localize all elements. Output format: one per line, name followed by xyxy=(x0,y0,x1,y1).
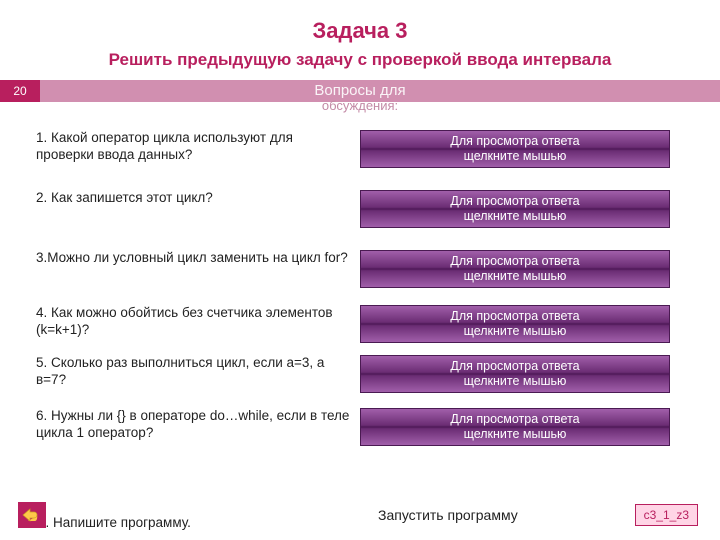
question-row-1: 1. Какой оператор цикла используют для п… xyxy=(0,130,720,168)
question-row-6: 6. Нужны ли {} в операторе do…while, есл… xyxy=(0,408,720,446)
answer-btn-line1: Для просмотра ответа xyxy=(450,134,579,149)
answer-btn-line1: Для просмотра ответа xyxy=(450,194,579,209)
reveal-answer-button-6[interactable]: Для просмотра ответащелкните мышью xyxy=(360,408,670,446)
code-link[interactable]: с3_1_z3 xyxy=(635,504,698,526)
answer-btn-line2: щелкните мышью xyxy=(464,269,567,284)
question-row-3: 3.Можно ли условный цикл заменить на цик… xyxy=(0,250,720,288)
question-row-2: 2. Как запишется этот цикл?Для просмотра… xyxy=(0,190,720,228)
reveal-answer-button-3[interactable]: Для просмотра ответащелкните мышью xyxy=(360,250,670,288)
question-row-4: 4. Как можно обойтись без счетчика элеме… xyxy=(0,305,720,343)
reveal-answer-button-2[interactable]: Для просмотра ответащелкните мышью xyxy=(360,190,670,228)
answer-btn-line1: Для просмотра ответа xyxy=(450,254,579,269)
section-banner: 20 Вопросы для обсуждения: xyxy=(0,80,720,102)
question-text-4: 4. Как можно обойтись без счетчика элеме… xyxy=(20,305,360,339)
question-row-5: 5. Сколько раз выполниться цикл, если а=… xyxy=(0,355,720,393)
banner-line2: обсуждения: xyxy=(0,98,720,113)
answer-btn-line1: Для просмотра ответа xyxy=(450,412,579,427)
back-button[interactable] xyxy=(18,502,46,528)
answer-btn-line2: щелкните мышью xyxy=(464,427,567,442)
banner-line1: Вопросы для xyxy=(0,82,720,99)
question-text-2: 2. Как запишется этот цикл? xyxy=(20,190,360,207)
question-text-3: 3.Можно ли условный цикл заменить на цик… xyxy=(20,250,360,267)
question-text-1: 1. Какой оператор цикла используют для п… xyxy=(20,130,360,164)
u-turn-icon xyxy=(22,507,42,523)
answer-btn-line2: щелкните мышью xyxy=(464,374,567,389)
answer-btn-line1: Для просмотра ответа xyxy=(450,309,579,324)
task-title: Задача 3 xyxy=(0,0,720,44)
run-program-label: Запустить программу xyxy=(378,507,518,523)
reveal-answer-button-1[interactable]: Для просмотра ответащелкните мышью xyxy=(360,130,670,168)
answer-btn-line2: щелкните мышью xyxy=(464,324,567,339)
answer-btn-line2: щелкните мышью xyxy=(464,209,567,224)
reveal-answer-button-5[interactable]: Для просмотра ответащелкните мышью xyxy=(360,355,670,393)
answer-btn-line2: щелкните мышью xyxy=(464,149,567,164)
reveal-answer-button-4[interactable]: Для просмотра ответащелкните мышью xyxy=(360,305,670,343)
question-text-6: 6. Нужны ли {} в операторе do…while, есл… xyxy=(20,408,360,442)
task-subtitle: Решить предыдущую задачу с проверкой вво… xyxy=(0,44,720,70)
question-text-5: 5. Сколько раз выполниться цикл, если а=… xyxy=(20,355,360,389)
answer-btn-line1: Для просмотра ответа xyxy=(450,359,579,374)
